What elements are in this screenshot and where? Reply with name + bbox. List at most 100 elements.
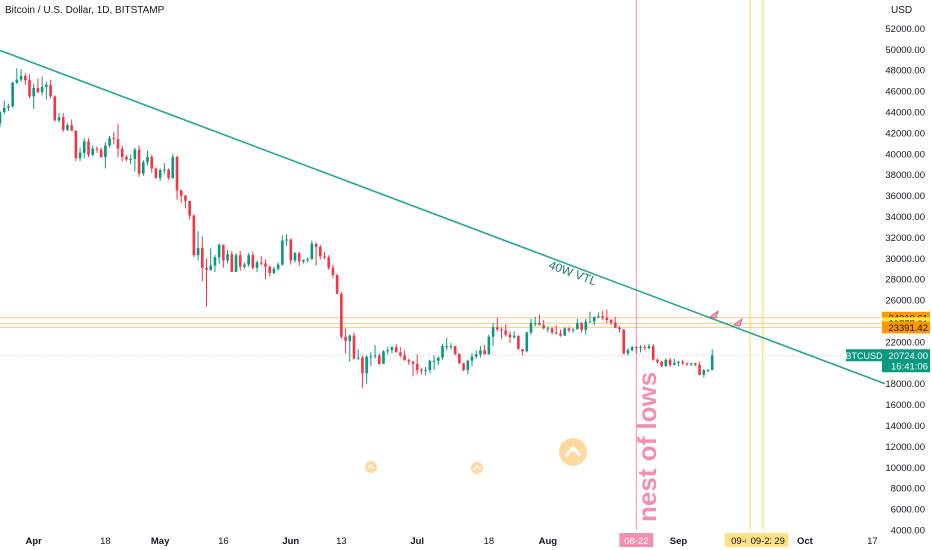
candle[interactable] bbox=[243, 262, 246, 269]
candle[interactable] bbox=[120, 145, 124, 162]
candle[interactable] bbox=[196, 231, 200, 261]
candle[interactable] bbox=[394, 344, 398, 353]
candle[interactable] bbox=[251, 252, 255, 270]
date-label-tag[interactable] bbox=[771, 533, 789, 547]
candle[interactable] bbox=[508, 331, 512, 343]
candle[interactable] bbox=[567, 327, 571, 333]
candle[interactable] bbox=[466, 359, 470, 375]
candle[interactable] bbox=[82, 138, 86, 159]
date-label-tag[interactable] bbox=[619, 533, 654, 547]
time-axis[interactable]: Apr18May16Jun13Jul18AugSepOct1708-2209-0… bbox=[26, 533, 878, 547]
candle[interactable] bbox=[424, 366, 427, 376]
event-marker-icon[interactable] bbox=[559, 438, 587, 466]
candle[interactable] bbox=[428, 359, 432, 374]
candle[interactable] bbox=[66, 123, 69, 131]
candle[interactable] bbox=[373, 345, 377, 359]
candle[interactable] bbox=[125, 154, 128, 162]
candle[interactable] bbox=[672, 358, 676, 365]
candle[interactable] bbox=[449, 342, 453, 350]
candle[interactable] bbox=[605, 309, 609, 324]
candle[interactable] bbox=[314, 242, 318, 266]
candle[interactable] bbox=[108, 136, 111, 148]
candle[interactable] bbox=[306, 257, 309, 263]
candle[interactable] bbox=[390, 346, 394, 354]
candle[interactable] bbox=[91, 145, 95, 156]
candle[interactable] bbox=[474, 350, 478, 359]
candle[interactable] bbox=[184, 194, 187, 209]
pin-marker-icon[interactable] bbox=[709, 309, 719, 319]
candle[interactable] bbox=[74, 129, 78, 162]
candle[interactable] bbox=[247, 253, 250, 267]
candle[interactable] bbox=[487, 334, 491, 355]
candle[interactable] bbox=[167, 168, 170, 180]
candle[interactable] bbox=[238, 251, 242, 271]
candle[interactable] bbox=[677, 360, 680, 366]
candle[interactable] bbox=[411, 360, 415, 377]
candle[interactable] bbox=[234, 253, 238, 272]
candle[interactable] bbox=[445, 337, 449, 351]
candle[interactable] bbox=[276, 262, 280, 271]
candle[interactable] bbox=[36, 78, 40, 94]
candle[interactable] bbox=[137, 145, 141, 177]
candle[interactable] bbox=[386, 347, 390, 355]
candle[interactable] bbox=[588, 311, 592, 323]
candle[interactable] bbox=[369, 352, 373, 366]
trendline-40w-vtl[interactable] bbox=[0, 49, 886, 385]
candle[interactable] bbox=[403, 350, 406, 361]
candle[interactable] bbox=[399, 347, 402, 358]
candle[interactable] bbox=[19, 69, 23, 82]
candle[interactable] bbox=[635, 346, 638, 354]
candle[interactable] bbox=[597, 312, 600, 318]
candle[interactable] bbox=[141, 160, 145, 176]
candle[interactable] bbox=[689, 362, 693, 366]
candle[interactable] bbox=[458, 353, 461, 364]
candle[interactable] bbox=[99, 147, 103, 159]
candle[interactable] bbox=[668, 357, 672, 367]
candle[interactable] bbox=[550, 327, 554, 335]
candle[interactable] bbox=[146, 150, 149, 166]
candle[interactable] bbox=[622, 329, 626, 355]
candle[interactable] bbox=[576, 318, 579, 330]
candle[interactable] bbox=[57, 113, 61, 123]
candle[interactable] bbox=[175, 155, 179, 200]
candle[interactable] bbox=[200, 236, 204, 282]
candle[interactable] bbox=[209, 247, 213, 271]
candle[interactable] bbox=[188, 200, 191, 220]
candle[interactable] bbox=[512, 331, 516, 339]
candle[interactable] bbox=[150, 154, 154, 173]
candle[interactable] bbox=[415, 354, 419, 375]
candle[interactable] bbox=[664, 358, 668, 367]
candle[interactable] bbox=[205, 258, 208, 307]
candle[interactable] bbox=[656, 358, 659, 364]
candle[interactable] bbox=[495, 317, 499, 332]
candle[interactable] bbox=[154, 167, 158, 179]
candle[interactable] bbox=[293, 252, 297, 263]
candle[interactable] bbox=[436, 356, 440, 365]
candle[interactable] bbox=[222, 244, 225, 268]
candle[interactable] bbox=[479, 346, 482, 358]
candle[interactable] bbox=[706, 369, 710, 373]
candle[interactable] bbox=[453, 346, 457, 356]
candle[interactable] bbox=[11, 81, 14, 108]
candle[interactable] bbox=[297, 252, 301, 266]
candle[interactable] bbox=[331, 264, 335, 279]
symbol-tag[interactable] bbox=[846, 349, 882, 362]
event-marker-icon[interactable] bbox=[365, 461, 377, 473]
event-marker-icon[interactable] bbox=[471, 462, 483, 474]
candle[interactable] bbox=[281, 235, 284, 266]
candle[interactable] bbox=[179, 189, 183, 203]
candle[interactable] bbox=[529, 318, 533, 335]
candle[interactable] bbox=[613, 316, 617, 329]
candle[interactable] bbox=[517, 335, 520, 350]
candle[interactable] bbox=[158, 168, 162, 182]
candle[interactable] bbox=[554, 325, 558, 335]
candle[interactable] bbox=[268, 265, 272, 277]
candle[interactable] bbox=[289, 238, 293, 265]
candle[interactable] bbox=[0, 110, 2, 127]
candle[interactable] bbox=[420, 368, 423, 375]
candle[interactable] bbox=[356, 349, 360, 360]
candle[interactable] bbox=[352, 332, 356, 360]
candle[interactable] bbox=[483, 345, 486, 355]
candle[interactable] bbox=[365, 355, 368, 384]
